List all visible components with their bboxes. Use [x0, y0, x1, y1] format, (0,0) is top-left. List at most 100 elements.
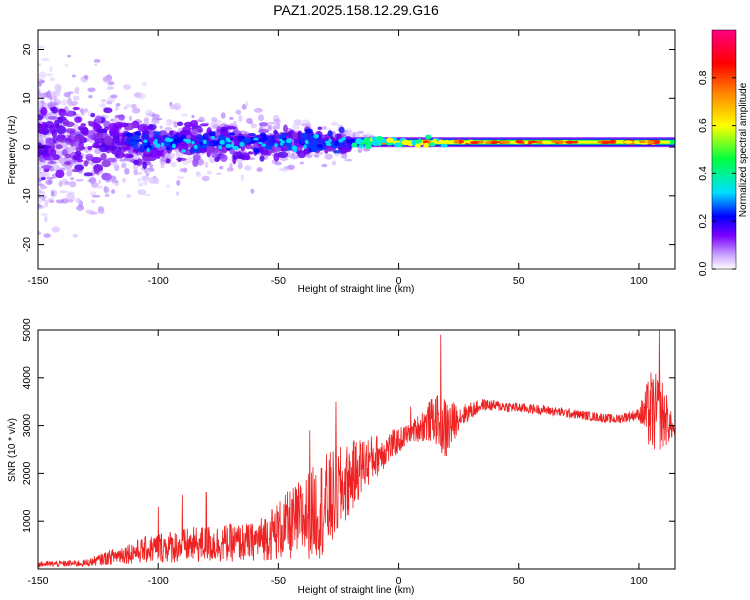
spectrogram-blob [59, 190, 68, 194]
spectrogram-blob [38, 155, 44, 163]
spectrogram-blob [75, 197, 81, 204]
spectrogram-blob [110, 162, 118, 167]
spectrogram-blob [70, 139, 75, 148]
spectrogram-blob [87, 145, 93, 151]
snr-x-tick-label: -50 [271, 575, 286, 587]
spectrogram-blob [128, 115, 133, 122]
spectrogram-blob [137, 182, 144, 187]
spectrogram-blob [219, 126, 229, 132]
spectrogram-blob [132, 147, 140, 153]
spectrogram-blob [281, 132, 288, 136]
spectrogram-blob [153, 133, 160, 140]
spectrogram-blob [42, 149, 49, 155]
spectrogram-blob [136, 172, 143, 175]
spectrogram-blob [191, 128, 199, 136]
snr-series-line [38, 330, 675, 569]
spectrogram-blob [84, 108, 88, 113]
spectrogram-blob [38, 177, 41, 182]
spectrogram-blob [159, 125, 163, 129]
spectrogram-blob [286, 150, 291, 158]
spectrogram-blob [96, 128, 108, 134]
spectrogram-blob [210, 136, 216, 140]
colorbar-label: Normalized spectral amplitude [738, 82, 749, 217]
spectrogram-blob [45, 91, 52, 99]
spectrogram-frame [37, 29, 676, 270]
spectrogram-blob [126, 194, 131, 198]
spectrogram-blob [186, 134, 192, 139]
spectrogram-blob [64, 63, 68, 67]
spectrogram-y-tick-label: 10 [21, 92, 33, 104]
spectrogram-blob [40, 58, 50, 61]
snr-y-ticks: 1000 2000 3000 4000 5000 [21, 318, 675, 533]
spectrogram-blob [72, 95, 80, 101]
spectrogram-blob [49, 155, 54, 164]
spectrogram-blob [176, 179, 181, 186]
spectrogram-blob [80, 123, 87, 127]
spectrogram-blob [177, 176, 185, 180]
spectrogram-blob [218, 145, 223, 150]
spectrogram-blob [121, 162, 127, 169]
spectrogram-x-tick-label: 50 [513, 275, 525, 287]
spectrogram-blob [257, 114, 265, 122]
colorbar-tick-label: 0.8 [697, 70, 709, 85]
spectrogram-blob [417, 138, 422, 144]
spectrogram-blob [204, 133, 209, 139]
spectrogram-blob [70, 177, 75, 181]
spectrogram-blob [38, 45, 45, 49]
tone-band-hotspot [422, 140, 429, 144]
snr-x-tick-label: 0 [396, 575, 402, 587]
spectrogram-blob [88, 94, 93, 99]
spectrogram-blob [115, 182, 119, 187]
spectrogram-blob [229, 116, 234, 120]
spectrogram-blob [49, 107, 56, 112]
spectrogram-blob [291, 145, 298, 151]
colorbar-ticks: 0.0 0.2 0.4 0.6 0.8 [697, 70, 736, 276]
spectrogram-blob [63, 120, 71, 125]
spectrogram-blob [423, 142, 430, 149]
spectrogram-blob [120, 146, 132, 151]
spectrogram-blob [106, 100, 113, 105]
spectrogram-blob [66, 170, 73, 177]
spectrogram-blob [67, 147, 73, 155]
spectrogram-blob [314, 154, 320, 158]
spectrogram-blob [283, 166, 290, 169]
spectrogram-blob [58, 157, 67, 164]
spectrogram-blob [131, 144, 139, 149]
spectrogram-x-label: Height of straight line (km) [298, 284, 415, 295]
spectrogram-blob [155, 143, 161, 148]
spectrogram-blob [331, 160, 337, 166]
spectrogram-blob [157, 149, 164, 157]
spectrogram-blob [100, 99, 107, 103]
spectrogram-blob [143, 139, 148, 144]
spectrogram-blob [262, 135, 268, 141]
spectrogram-blob [48, 116, 59, 120]
spectrogram-blob [189, 120, 199, 128]
spectrogram-blob [204, 144, 216, 154]
spectrogram-blob [80, 112, 85, 116]
spectrogram-blob [125, 103, 131, 108]
spectrogram-blob [41, 190, 45, 198]
spectrogram-blob [114, 106, 120, 111]
spectrogram-blob [250, 188, 255, 194]
spectrogram-blob [300, 132, 308, 139]
spectrogram-blob [334, 133, 342, 140]
spectrogram-blob [137, 178, 142, 182]
spectrogram-blob [72, 154, 83, 161]
spectrogram-blob [287, 164, 295, 170]
tone-band-hotspot [470, 140, 479, 145]
spectrogram-blob [44, 200, 49, 206]
spectrogram-blob [277, 134, 286, 139]
spectrogram-blob [249, 133, 256, 137]
spectrogram-blob [165, 184, 171, 188]
spectrogram-blob [237, 162, 243, 170]
spectrogram-blob [212, 117, 217, 120]
spectrogram-blob [54, 83, 62, 92]
snr-x-tick-label: 50 [513, 575, 525, 587]
spectrogram-blob [56, 116, 67, 121]
spectrogram-blob [51, 226, 60, 233]
spectrogram-blob [292, 123, 300, 130]
spectrogram-blob [258, 141, 263, 145]
spectrogram-blob [122, 153, 133, 159]
spectrogram-blob [280, 140, 286, 144]
